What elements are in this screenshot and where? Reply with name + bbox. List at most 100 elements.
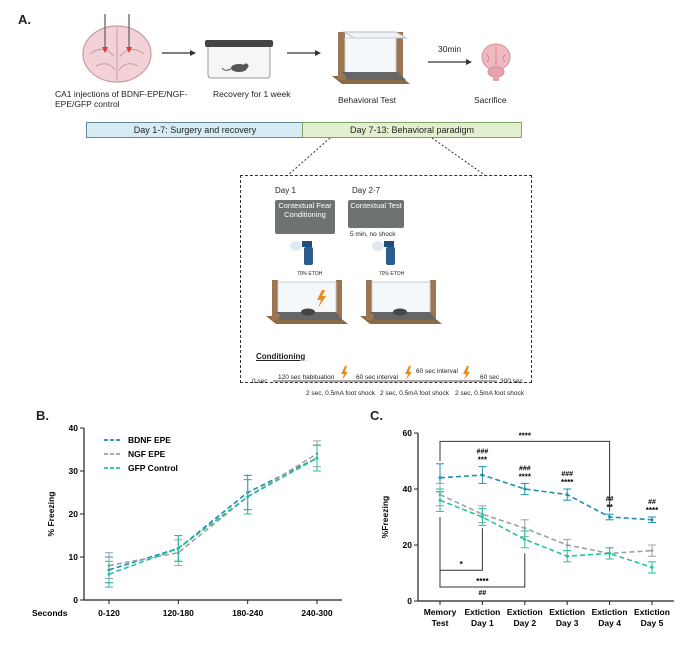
data-point (608, 515, 612, 519)
phase1-bar: Day 1-7: Surgery and recovery (86, 122, 304, 138)
phase2-bar: Day 7-13: Behavioral paradigm (302, 122, 522, 138)
data-point (438, 476, 442, 480)
paradigm-inset (240, 175, 532, 383)
y-tick-label: 40 (69, 423, 79, 433)
x-tick-label: Extiction (592, 607, 628, 617)
significance-stars: **** (561, 478, 574, 487)
timeline (273, 366, 497, 382)
x-tick-label-line2: Test (432, 618, 449, 628)
step1-caption: CA1 injections of BDNF-EPE/NGF-EPE/GFP c… (55, 89, 188, 109)
data-point (565, 543, 569, 547)
etoh2-label: 70% ETOH (379, 271, 405, 277)
home-cage-image (205, 40, 273, 79)
panel-c-label: C. (370, 408, 383, 423)
x-tick-label: Memory (424, 607, 457, 617)
bracket-bottom-hash: ## (479, 590, 487, 597)
panel-a-label: A. (18, 12, 31, 27)
timeline-start: 0 sec (252, 378, 268, 385)
test-arena-image (360, 280, 442, 324)
step2-caption: Recovery for 1 week (213, 89, 291, 99)
data-point (565, 554, 569, 558)
arrow-icon (287, 50, 321, 56)
shock3-label: 2 sec, 0.5mA foot shock (455, 390, 525, 397)
zoom-lines (286, 137, 487, 177)
y-tick-label: 40 (403, 484, 413, 494)
data-point (107, 572, 111, 576)
significance-hash: ### (477, 449, 489, 456)
x-tick-label: Extiction (464, 607, 500, 617)
data-point (523, 487, 527, 491)
x-tick-label-line2: Day 5 (641, 618, 664, 628)
x-tick-label: 0-120 (98, 608, 120, 618)
data-point (315, 456, 319, 460)
data-point (523, 526, 527, 530)
y-axis-label: %Freezing (380, 496, 390, 539)
series-line-2 (439, 499, 653, 569)
no-shock-note: 5 min, no shock (350, 231, 396, 238)
day1-label: Day 1 (275, 186, 296, 195)
significance-bracket-bottom (439, 553, 526, 588)
x-tick-label: 180-240 (232, 608, 263, 618)
y-tick-label: 30 (69, 466, 79, 476)
y-tick-label: 20 (403, 540, 413, 550)
bracket-small-label: * (460, 560, 464, 569)
x-tick-label: Extiction (549, 607, 585, 617)
series-line-1 (439, 493, 653, 555)
legend-label: NGF EPE (128, 449, 166, 459)
spray-bottle-icon (372, 241, 395, 265)
day27-label: Day 2-7 (352, 186, 381, 195)
x-tick-label-line2: Day 1 (471, 618, 494, 628)
y-axis-label: % Freezing (46, 492, 56, 537)
x-tick-label-line2: Day 2 (513, 618, 536, 628)
seg4-label: 60 sec (480, 374, 500, 381)
data-point (650, 518, 654, 522)
x-tick-label: Extiction (507, 607, 543, 617)
shock1-label: 2 sec, 0.5mA foot shock (306, 390, 376, 397)
data-point (480, 473, 484, 477)
legend-label: GFP Control (128, 463, 178, 473)
seg3-label: 60 sec interval (416, 368, 458, 375)
y-tick-label: 20 (69, 509, 79, 519)
conditioning-arena-image (266, 280, 348, 324)
series-line-0 (439, 474, 653, 521)
step3-caption: Behavioral Test (338, 95, 396, 105)
series-line-2 (108, 457, 318, 575)
etoh1-label: 70% ETOH (297, 271, 323, 277)
arrow-icon (428, 59, 472, 65)
panel-b-label: B. (36, 408, 49, 423)
bracket-bottom-stars: **** (476, 577, 489, 586)
significance-hash: ### (519, 465, 531, 472)
data-point (480, 515, 484, 519)
arrow-icon (162, 50, 196, 56)
x-tick-label: Extiction (634, 607, 670, 617)
significance-stars: *** (478, 456, 488, 465)
series-line-1 (108, 453, 318, 567)
behavior-arena-image (332, 31, 410, 84)
legend-label: BDNF EPE (128, 435, 171, 445)
data-point (650, 549, 654, 553)
conditioning-title: Conditioning (256, 352, 306, 361)
step4-caption: Sacrifice (474, 95, 507, 105)
significance-hash: ## (648, 499, 656, 506)
brain-image (481, 43, 511, 81)
shock2-label: 2 sec, 0.5mA foot shock (380, 390, 450, 397)
seg1-label: 120 sec habituation (278, 374, 335, 381)
x-tick-label-line2: Day 4 (598, 618, 621, 628)
significance-hash: ### (561, 471, 573, 478)
data-point (523, 537, 527, 541)
y-tick-label: 10 (69, 552, 79, 562)
spray-bottle-icon (290, 241, 313, 265)
y-tick-label: 0 (407, 596, 412, 606)
data-point (650, 565, 654, 569)
significance-bracket-small (439, 517, 483, 571)
bracket-top-label: **** (519, 431, 532, 440)
significance-bracket-top (439, 440, 611, 512)
x-tick-label-line2: Day 3 (556, 618, 579, 628)
x-tick-label: 120-180 (163, 608, 194, 618)
arrow-time-label: 30min (438, 44, 462, 54)
x-axis-label: Seconds (32, 608, 68, 618)
seg2-label: 60 sec interval (356, 374, 398, 381)
data-point (608, 551, 612, 555)
